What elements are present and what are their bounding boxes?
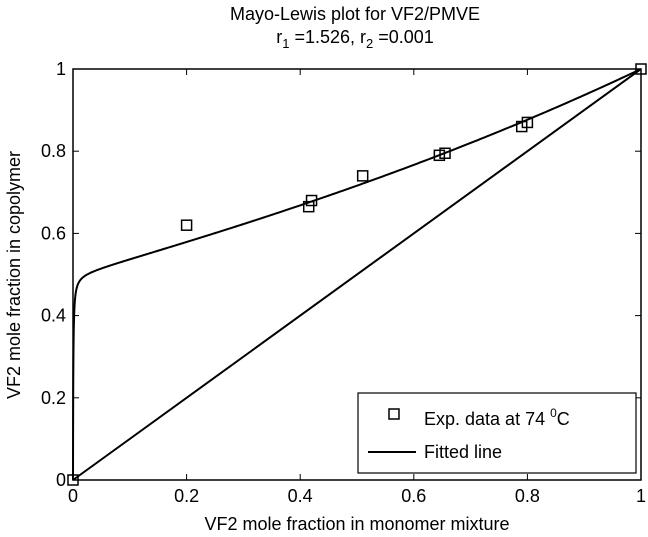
r2-symbol: r [360, 27, 366, 47]
y-tick-label: 0 [56, 470, 66, 490]
legend-label-fitted: Fitted line [424, 442, 502, 462]
y-tick-label: 0.6 [41, 223, 66, 243]
plot-area-frame [72, 68, 642, 481]
y-tick-label: 0.8 [41, 141, 66, 161]
fitted-line [72, 68, 642, 480]
legend-label-exp-data: Exp. data at 74 0C [424, 406, 570, 429]
x-tick-label: 0.8 [515, 486, 540, 506]
r2-value: =0.001 [373, 27, 434, 47]
exp-data-point [67, 474, 79, 486]
x-tick-label: 0.4 [288, 486, 313, 506]
x-tick-label: 1 [636, 486, 646, 506]
r1-subscript: 1 [282, 36, 289, 51]
legend-box [357, 392, 637, 474]
r1-symbol: r [276, 27, 282, 47]
exp-data-point [302, 200, 315, 213]
y-tick-label: 0.2 [41, 388, 66, 408]
r2-subscript: 2 [366, 36, 373, 51]
legend: Exp. data at 74 0C Fitted line [357, 392, 637, 474]
y-axis-label: VF2 mole fraction in copolymer [4, 151, 24, 399]
diagonal-reference-line [72, 68, 642, 481]
exp-data-point [356, 170, 369, 182]
y-tick-label: 0.4 [41, 306, 66, 326]
exp-data-point [521, 116, 534, 129]
exp-data-point [180, 219, 193, 231]
legend-exp-unit: C [557, 409, 570, 429]
x-tick-label: 0.2 [174, 486, 199, 506]
legend-exp-superscript: 0 [550, 406, 557, 420]
chart-title: Mayo-Lewis plot for VF2/PMVE [230, 4, 480, 24]
x-tick-label: 0 [68, 486, 78, 506]
x-axis-label: VF2 mole fraction in monomer mixture [204, 514, 509, 534]
x-tick-label: 0.6 [401, 486, 426, 506]
exp-data-point [439, 147, 451, 160]
axis-ticks: 0 0.2 0.4 0.6 0.8 1 0 0.2 0.4 0.6 0.8 1 [41, 59, 646, 506]
exp-data-point [305, 194, 318, 207]
chart-subtitle: r1 =1.526, r2 =0.001 [276, 27, 434, 51]
legend-exp-text: Exp. data at 74 [424, 409, 550, 429]
y-tick-label: 1 [56, 59, 66, 79]
plot-series [67, 63, 647, 486]
r1-value: =1.526, [289, 27, 360, 47]
legend-marker-exp-data [388, 408, 400, 420]
exp-data-point [635, 63, 647, 75]
